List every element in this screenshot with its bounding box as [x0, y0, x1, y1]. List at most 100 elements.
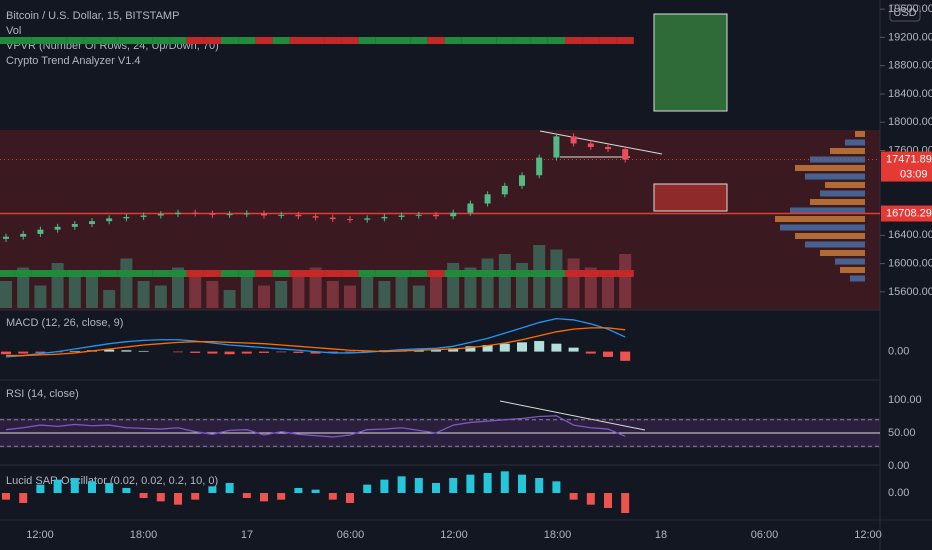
- trend-strip: [479, 270, 497, 277]
- macd-bar: [534, 341, 545, 352]
- candle: [536, 157, 543, 176]
- sar-bar: [483, 473, 492, 493]
- volume-bar: [137, 281, 150, 308]
- zone-box: [653, 13, 728, 112]
- volume-bar: [172, 267, 184, 308]
- trendline: [539, 130, 663, 155]
- macd-bar: [241, 351, 252, 354]
- vpvr-bar: [825, 182, 865, 188]
- volume-bar: [326, 281, 339, 308]
- candle: [501, 185, 508, 195]
- candle: [570, 136, 577, 144]
- trend-strip: [358, 37, 376, 44]
- sar-bar: [191, 493, 200, 500]
- vpvr-bar: [830, 148, 865, 154]
- zone-box: [653, 183, 728, 212]
- sar-bar: [139, 493, 148, 498]
- sar-bar: [346, 493, 354, 503]
- sar-bar: [466, 474, 475, 493]
- macd-bar: [327, 351, 338, 353]
- sar-bar: [311, 489, 320, 493]
- trend-strip: [582, 270, 600, 277]
- trend-strip: [461, 37, 479, 44]
- macd-bar: [482, 345, 493, 352]
- volume-bar: [602, 272, 614, 308]
- x-tick-label: 12:00: [26, 529, 54, 541]
- candle: [398, 215, 405, 217]
- trend-strip: [289, 270, 307, 277]
- macd-bar: [551, 343, 562, 352]
- macd-bar: [517, 342, 527, 352]
- macd-bar: [293, 351, 304, 353]
- macd-bar: [310, 351, 321, 354]
- sar-bar: [449, 478, 458, 493]
- legend: Vol: [6, 25, 21, 37]
- trend-strip: [221, 270, 239, 277]
- macd-bar: [104, 349, 115, 352]
- trend-strip: [599, 270, 617, 277]
- sar-bar: [122, 488, 131, 493]
- macd-bar: [345, 351, 355, 353]
- candle: [519, 175, 525, 186]
- sar-bar: [380, 479, 389, 493]
- currency-badge[interactable]: [889, 4, 921, 22]
- trend-strip: [427, 270, 445, 277]
- volume-bar: [498, 254, 511, 308]
- candle: [312, 216, 319, 218]
- candle: [450, 212, 457, 217]
- trend-strip: [444, 37, 462, 44]
- macd-bar: [465, 346, 476, 352]
- volume-bar: [206, 281, 219, 308]
- trend-strip: [547, 37, 565, 44]
- macd-bar: [224, 351, 235, 355]
- trend-strip: [117, 270, 135, 277]
- vpvr-bar: [840, 267, 865, 273]
- trend-strip: [0, 37, 15, 44]
- x-tick-label: 18:00: [130, 529, 158, 541]
- volume-bar: [567, 258, 580, 308]
- sar-bar: [294, 488, 303, 493]
- trend-strip: [530, 37, 548, 44]
- rsi-line: [5, 415, 626, 438]
- volume-bar: [0, 281, 12, 308]
- sar-bar: [174, 493, 182, 505]
- macd-bar: [499, 343, 510, 352]
- sar-bar: [208, 486, 217, 493]
- y-tick-label: 0.00: [888, 487, 909, 499]
- candle: [71, 224, 78, 227]
- sar-bar: [156, 493, 165, 502]
- macd-bar: [431, 349, 441, 352]
- macd-bar: [413, 350, 424, 352]
- trend-strip: [393, 37, 411, 44]
- vpvr-bar: [805, 241, 865, 248]
- trend-strip: [513, 37, 531, 44]
- trend-strip: [375, 270, 393, 277]
- volume-bar: [275, 281, 288, 308]
- trend-strip: [66, 37, 84, 44]
- sar-bar: [260, 493, 268, 502]
- candle: [20, 233, 27, 237]
- volume-bar: [34, 285, 47, 308]
- sar-bar: [363, 484, 372, 493]
- x-tick-label: 12:00: [440, 529, 468, 541]
- candle: [54, 226, 61, 230]
- vpvr-bar: [780, 224, 865, 231]
- price-tag: [881, 151, 932, 182]
- volume-bar: [258, 285, 270, 308]
- sar-bar: [105, 483, 114, 493]
- candle: [106, 218, 113, 222]
- trend-strip: [49, 270, 67, 277]
- sar-bar: [414, 478, 423, 493]
- volume-bar: [378, 281, 391, 308]
- macd-line: [5, 317, 626, 358]
- trend-strip: [272, 37, 290, 44]
- y-tick-label: 16000.00: [888, 257, 932, 269]
- candle: [89, 221, 95, 225]
- volume-bar: [481, 258, 494, 308]
- macd-bar: [138, 350, 149, 352]
- trend-strip: [393, 270, 411, 277]
- sar-bar: [70, 478, 79, 493]
- trend-strip: [100, 37, 118, 44]
- macd-bar: [190, 351, 201, 353]
- trend-strip: [83, 270, 101, 277]
